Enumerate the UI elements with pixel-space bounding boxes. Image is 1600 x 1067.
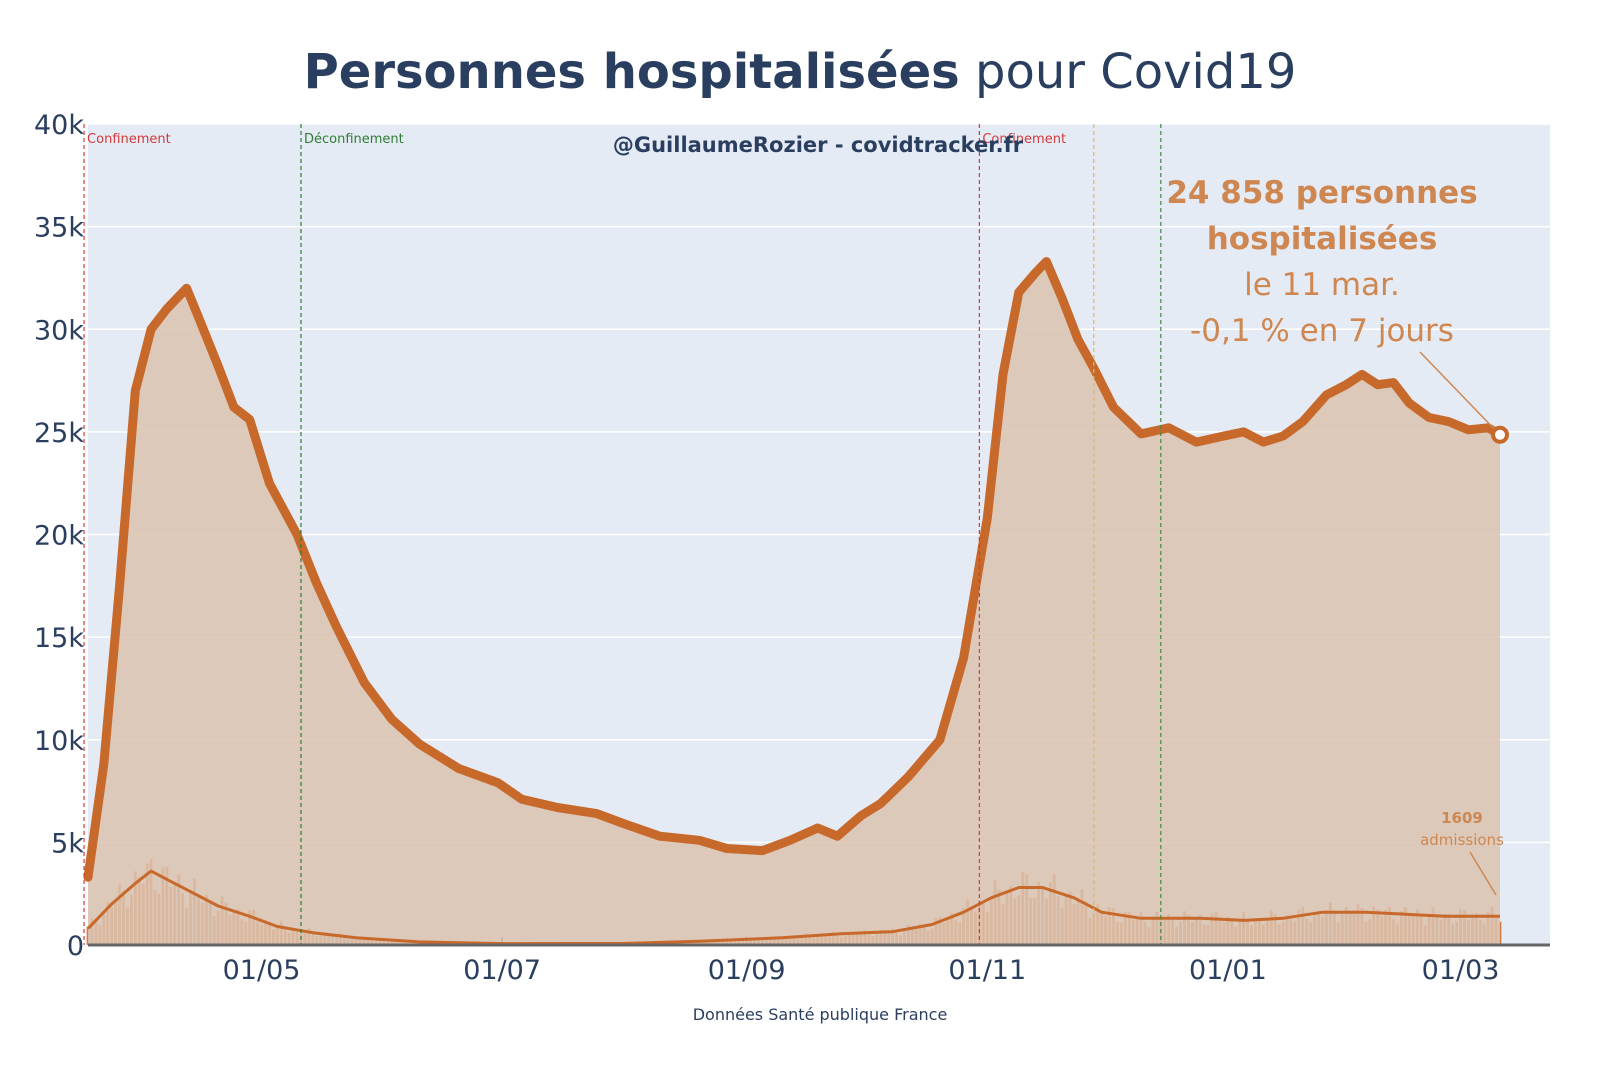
chart-title-bold: Personnes hospitalisées (304, 44, 960, 100)
x-tick-label: 01/07 (463, 955, 541, 986)
y-tick-label: 30k (34, 315, 84, 346)
x-axis: 01/05 01/07 01/09 01/11 01/01 01/03 (223, 937, 1500, 986)
x-tick-label: 01/05 (223, 955, 301, 986)
y-tick-label: 20k (34, 521, 84, 552)
annotation-main-line4: -0,1 % en 7 jours (1190, 313, 1454, 349)
event-label: Déconfinement (304, 132, 404, 147)
hospitalized-area (88, 261, 1500, 945)
last-value-marker (1491, 425, 1509, 444)
chart-title-rest: pour Covid19 (960, 44, 1297, 100)
x-tick-label: 01/03 (1422, 955, 1500, 986)
y-axis: 0 5k 10k 15k 20k 25k 30k 35k 40k (34, 110, 84, 962)
hospitalized-line (83, 257, 1505, 882)
admissions-line (86, 869, 1500, 946)
y-tick-label: 5k (51, 828, 84, 859)
event-label: Confinement (982, 132, 1066, 147)
y-tick-label: 15k (34, 623, 84, 654)
source-note: Données Santé publique France (693, 1005, 948, 1024)
x-tick-label: 01/11 (948, 955, 1026, 986)
y-tick-label: 40k (34, 110, 84, 141)
x-tick-label: 01/09 (708, 955, 786, 986)
x-tick-label: 01/01 (1189, 955, 1267, 986)
event-label: Confinement (87, 132, 171, 147)
admissions-label: admissions (1420, 831, 1504, 849)
event-lines: Confinement Déconfinement Confinement (83, 124, 1162, 945)
y-tick-label: 35k (34, 213, 84, 244)
annotation-main-line2: hospitalisées (1207, 221, 1438, 257)
annotation-leader (1419, 351, 1495, 430)
watermark: @GuillaumeRozier - covidtracker.fr (613, 133, 1024, 157)
admissions-value: 1609 (1441, 809, 1483, 827)
y-tick-label: 25k (34, 418, 84, 449)
chart-title: Personnes hospitalisées pour Covid19 (304, 44, 1297, 100)
y-tick-label: 10k (34, 726, 84, 757)
annotation-main-line1: 24 858 personnes (1166, 175, 1477, 211)
admissions-leader (1469, 851, 1497, 896)
y-tick-label: 0 (67, 931, 84, 962)
annotation-main-line3: le 11 mar. (1244, 267, 1400, 303)
